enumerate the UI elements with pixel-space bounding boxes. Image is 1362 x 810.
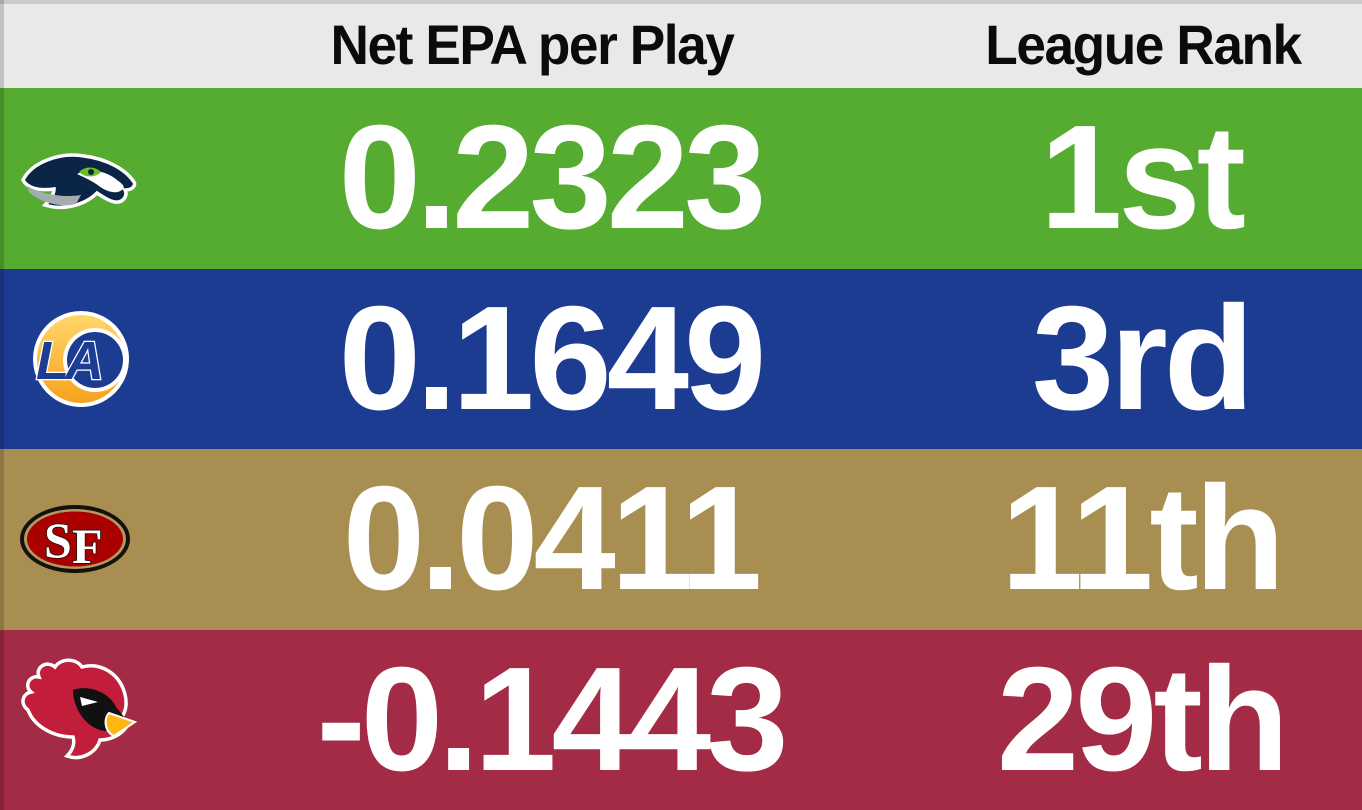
rank-value: 1st (1040, 95, 1246, 261)
epa-value: 0.1649 (338, 275, 767, 441)
epa-value: 0.0411 (342, 456, 763, 622)
epa-value: -0.1443 (316, 636, 789, 802)
cardinals-logo (0, 630, 240, 810)
svg-text:LA: LA (36, 331, 101, 391)
49ers-logo: S F (0, 449, 240, 630)
rank-value: 11th (1000, 456, 1285, 622)
epa-value: 0.2323 (338, 95, 767, 261)
svg-text:F: F (72, 518, 103, 574)
table-row-49ers: S F 0.0411 11th (0, 449, 1362, 630)
rams-logo: LA (0, 269, 240, 450)
column-header-net-epa: Net EPA per Play (330, 12, 735, 76)
column-header-league-rank: League Rank (985, 12, 1302, 76)
left-edge-divider (0, 0, 4, 810)
table-row-rams: LA 0.1649 3rd (0, 268, 1362, 450)
rank-value: 3rd (1031, 275, 1254, 441)
rank-value: 29th (996, 636, 1289, 802)
svg-text:S: S (44, 512, 72, 568)
table-row-cardinals: -0.1443 29th (0, 629, 1362, 810)
seahawks-logo (0, 88, 240, 269)
top-edge-divider (0, 0, 1362, 4)
table-header: Net EPA per Play League Rank (0, 0, 1362, 88)
table-row-seahawks: 0.2323 1st (0, 88, 1362, 269)
